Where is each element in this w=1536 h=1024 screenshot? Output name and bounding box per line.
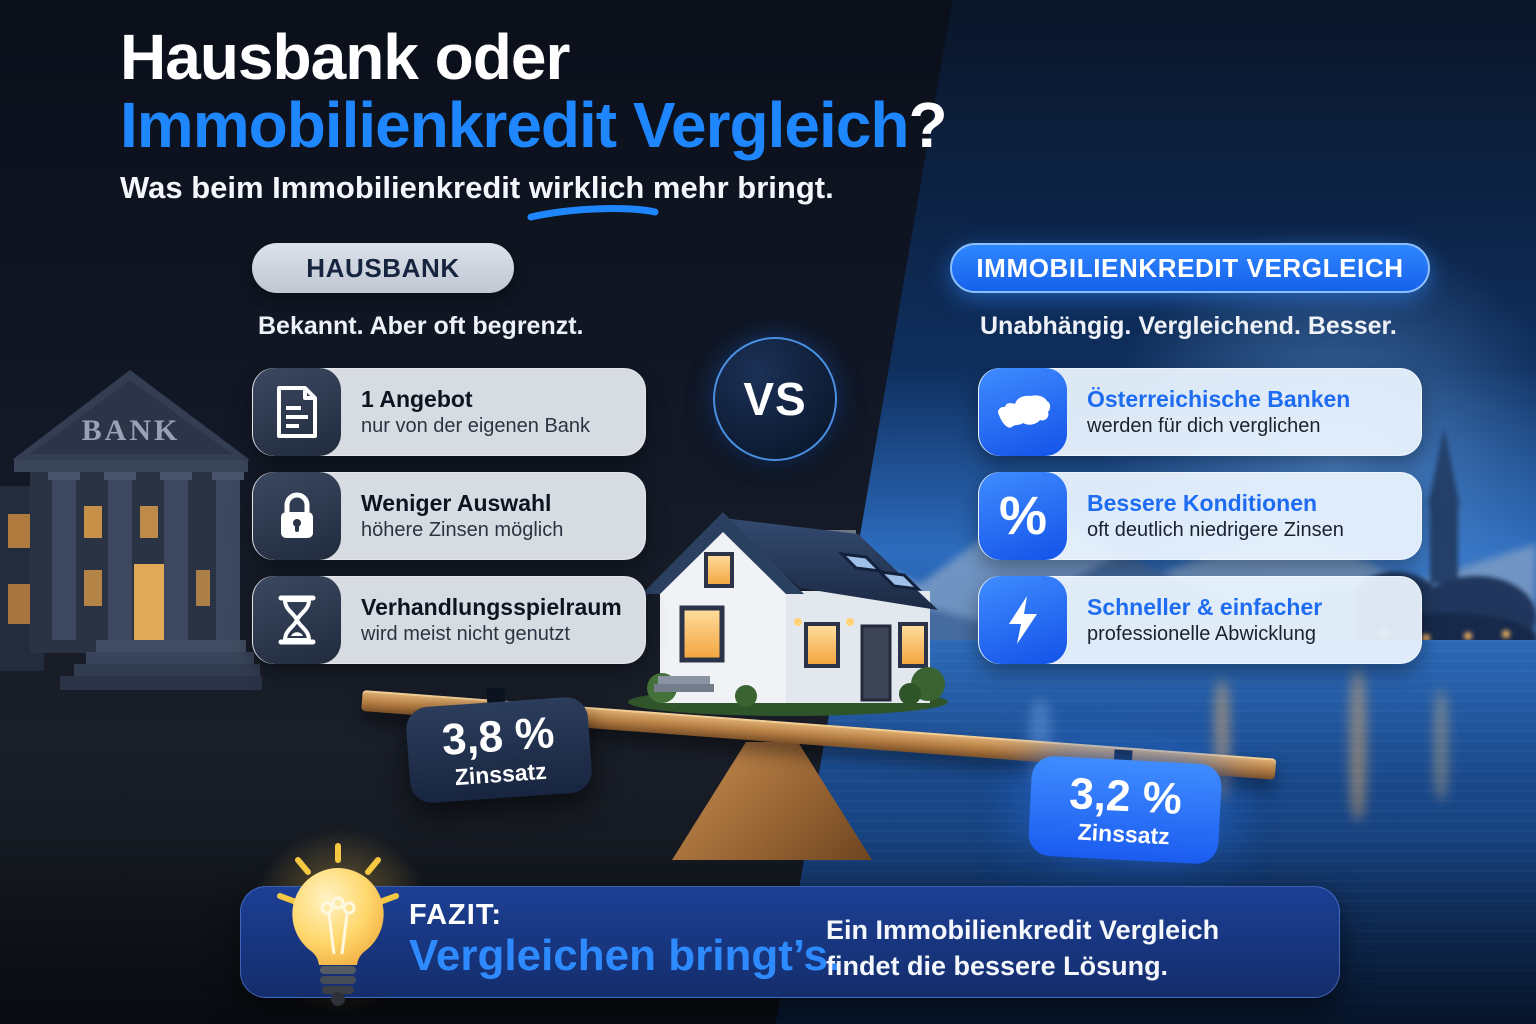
card-subtitle: höhere Zinsen möglich bbox=[361, 518, 564, 541]
title-line2: Immobilienkredit Vergleich bbox=[120, 88, 909, 161]
card-text: Weniger Auswahl höhere Zinsen möglich bbox=[341, 489, 563, 543]
subtitle-pre: Was beim Immobilienkredit bbox=[120, 169, 529, 205]
card-title: Weniger Auswahl bbox=[361, 490, 552, 517]
page-title: Hausbank oder Immobilienkredit Vergleich… bbox=[120, 21, 948, 161]
card-title: Schneller & einfacher bbox=[1087, 594, 1323, 621]
percent-glyph: % bbox=[998, 486, 1047, 546]
percent-icon: % bbox=[979, 472, 1067, 560]
card-faster-easier: Schneller & einfacher professionelle Abw… bbox=[978, 576, 1422, 664]
lock-icon bbox=[253, 472, 341, 560]
card-negotiation: Verhandlungsspielraum wird meist nicht g… bbox=[252, 576, 646, 664]
bank-building: BANK bbox=[0, 318, 262, 703]
bank-sign: BANK bbox=[82, 414, 181, 447]
vs-label: VS bbox=[743, 373, 807, 425]
vergleich-tagline: Unabhängig. Vergleichend. Besser. bbox=[980, 312, 1397, 340]
fazit-note: Ein Immobilienkredit Vergleich findet di… bbox=[826, 913, 1219, 984]
card-subtitle: wird meist nicht genutzt bbox=[361, 622, 570, 645]
vergleich-rate-tag: 3,2 % Zinssatz bbox=[1027, 755, 1223, 865]
card-subtitle: oft deutlich niedrigere Zinsen bbox=[1087, 518, 1344, 541]
rate-label: Zinssatz bbox=[453, 757, 548, 790]
card-title: Bessere Konditionen bbox=[1087, 490, 1318, 517]
subtitle-post: mehr bringt. bbox=[644, 169, 834, 205]
hausbank-card-list: 1 Angebot nur von der eigenen Bank Wenig… bbox=[252, 368, 646, 664]
subtitle-emphasis: wirklich bbox=[527, 169, 659, 221]
hausbank-rate-tag: 3,8 % Zinssatz bbox=[404, 695, 594, 805]
lightning-icon bbox=[979, 576, 1067, 664]
vergleich-pill: IMMOBILIENKREDIT VERGLEICH bbox=[950, 243, 1430, 293]
card-title: Verhandlungsspielraum bbox=[361, 594, 622, 621]
card-subtitle: nur von der eigenen Bank bbox=[361, 414, 591, 437]
rate-value: 3,8 % bbox=[440, 708, 556, 766]
rate-value: 3,2 % bbox=[1068, 769, 1184, 825]
page-subtitle: Was beim Immobilienkredit wirklich mehr … bbox=[120, 169, 947, 221]
rate-label: Zinssatz bbox=[1077, 818, 1171, 849]
hausbank-pill: HAUSBANK bbox=[252, 243, 514, 293]
vs-badge: VS bbox=[713, 337, 837, 461]
card-title: 1 Angebot bbox=[361, 386, 473, 413]
hourglass-icon bbox=[253, 576, 341, 664]
card-one-offer: 1 Angebot nur von der eigenen Bank bbox=[252, 368, 646, 456]
subtitle-emphasis-text: wirklich bbox=[528, 169, 645, 205]
lightbulb-icon bbox=[272, 842, 404, 1008]
card-text: Bessere Konditionen oft deutlich niedrig… bbox=[1067, 489, 1344, 543]
card-text: Verhandlungsspielraum wird meist nicht g… bbox=[341, 593, 622, 647]
card-text: Schneller & einfacher professionelle Abw… bbox=[1067, 593, 1322, 647]
card-better-conditions: % Bessere Konditionen oft deutlich niedr… bbox=[978, 472, 1422, 560]
card-text: 1 Angebot nur von der eigenen Bank bbox=[341, 385, 590, 439]
fazit-kicker: FAZIT: bbox=[409, 899, 502, 931]
hausbank-tagline: Bekannt. Aber oft begrenzt. bbox=[258, 312, 584, 340]
fazit-headline: Vergleichen bringt’s. bbox=[409, 931, 841, 980]
card-text: Österreichische Banken werden für dich v… bbox=[1067, 385, 1350, 439]
document-icon bbox=[253, 368, 341, 456]
card-title: Österreichische Banken bbox=[1087, 386, 1351, 413]
card-subtitle: professionelle Abwicklung bbox=[1087, 622, 1317, 645]
austria-map-icon bbox=[979, 368, 1067, 456]
fazit-note-line1: Ein Immobilienkredit Vergleich bbox=[826, 915, 1220, 945]
card-austrian-banks: Österreichische Banken werden für dich v… bbox=[978, 368, 1422, 456]
fazit-note-line2: findet die bessere Lösung. bbox=[826, 950, 1169, 981]
house-illustration bbox=[628, 476, 950, 716]
underline-swoosh bbox=[527, 204, 659, 221]
title-question-mark: ? bbox=[908, 88, 947, 161]
title-line1: Hausbank oder bbox=[120, 21, 570, 93]
light-reflection bbox=[1350, 670, 1367, 820]
header: Hausbank oder Immobilienkredit Vergleich… bbox=[120, 21, 948, 221]
conclusion-banner: FAZIT: Vergleichen bringt’s. Ein Immobil… bbox=[240, 886, 1340, 998]
card-subtitle: werden für dich verglichen bbox=[1087, 414, 1321, 437]
vergleich-card-list: Österreichische Banken werden für dich v… bbox=[978, 368, 1422, 664]
light-reflection bbox=[1434, 690, 1447, 800]
card-less-choice: Weniger Auswahl höhere Zinsen möglich bbox=[252, 472, 646, 560]
